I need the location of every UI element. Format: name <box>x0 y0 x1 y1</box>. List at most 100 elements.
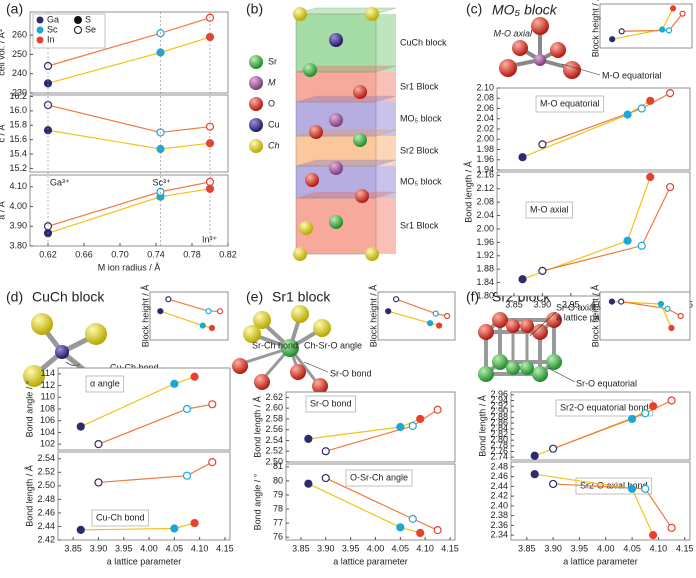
panel-label: (d) <box>6 289 23 305</box>
y-tick-label: 1.98 <box>476 144 494 154</box>
data-point <box>393 296 400 303</box>
structure-block-side <box>376 198 396 254</box>
y-tick-label: 108 <box>40 403 55 413</box>
y-tick-label: 1.92 <box>476 250 494 260</box>
block-label: MO₅ block <box>400 113 442 123</box>
data-point <box>182 471 192 480</box>
x-tick-label: 4.05 <box>623 543 641 553</box>
annotation: Sr2-O equatorial bond <box>560 402 649 412</box>
y-axis-label: Block height / Å <box>590 285 600 348</box>
y-tick-label: 2.80 <box>490 435 508 445</box>
legend-marker <box>74 16 82 24</box>
data-point <box>518 153 527 162</box>
x-tick-label: 0.74 <box>147 249 165 259</box>
data-point <box>649 531 658 540</box>
y-axis-label: Bond length / Å <box>252 396 262 458</box>
atom <box>293 247 307 261</box>
x-tick-label: 3.85 <box>505 299 523 309</box>
atom <box>329 215 343 229</box>
data-point <box>618 28 625 35</box>
data-point <box>94 440 103 449</box>
y-tick-label: 2.44 <box>490 481 508 491</box>
data-point <box>165 296 172 303</box>
annotation: Cu-Ch bond <box>96 512 145 522</box>
data-point <box>170 379 179 388</box>
data-point <box>94 478 103 487</box>
panel-label: (a) <box>6 1 23 17</box>
data-point <box>205 139 215 148</box>
y-tick-label: 106 <box>40 415 55 425</box>
data-point <box>646 172 655 182</box>
y-tick-label: 2.52 <box>265 446 283 456</box>
x-tick-label: 0.70 <box>111 249 129 259</box>
data-point <box>649 402 658 411</box>
y-axis-label: a / Å <box>0 201 6 220</box>
data-point <box>646 96 655 105</box>
data-point <box>216 308 224 315</box>
data-point <box>679 10 686 17</box>
legend-label: Sc <box>47 24 58 34</box>
data-point <box>76 422 85 431</box>
block-label: CuCh block <box>400 37 447 47</box>
atom-legend-label: Sr <box>268 56 277 66</box>
plot-frame <box>377 291 456 341</box>
diagram-label: Cu-Ch bond <box>110 362 159 372</box>
plot-frame <box>599 291 691 341</box>
panel-title: Sr1 block <box>272 289 331 305</box>
x-tick-label: 3.90 <box>90 543 108 553</box>
legend-marker <box>36 26 44 34</box>
atom-legend-marker <box>249 139 263 153</box>
panel-label: (b) <box>246 1 263 17</box>
y-tick-label: 15.6 <box>9 134 27 144</box>
data-point <box>641 484 650 493</box>
legend-label: Ga <box>47 14 59 24</box>
data-point <box>637 104 646 113</box>
y-tick-label: 114 <box>41 368 55 378</box>
data-point <box>623 236 632 245</box>
y-axis-label: Bond angle / ° <box>24 380 34 437</box>
y-tick-label: 2.42 <box>490 491 508 501</box>
x-tick-label: 4.00 <box>597 543 615 553</box>
structure-block-side <box>376 136 396 166</box>
plot-frame <box>599 3 693 49</box>
x-tick-label: 0.78 <box>183 249 201 259</box>
block-label: Sr1 Block <box>400 81 439 91</box>
y-tick-label: 2.82 <box>490 429 508 439</box>
annotation: α angle <box>90 378 120 388</box>
x-axis-label: a lattice parameter <box>563 556 638 566</box>
y-tick-label: 2.10 <box>476 82 494 92</box>
y-tick-label: 110 <box>41 392 55 402</box>
y-tick-label: 2.90 <box>490 406 508 416</box>
y-tick-label: 2.08 <box>476 93 494 103</box>
data-point <box>321 447 330 456</box>
data-point <box>433 405 442 414</box>
data-point <box>304 479 313 488</box>
diagram-label: Sr-O equatorial <box>576 378 637 388</box>
panel-title: CuCh block <box>32 289 105 305</box>
atom-legend-label: Cu <box>268 119 280 129</box>
ion-label: Ga³⁺ <box>50 177 70 187</box>
y-tick-label: 2.56 <box>265 424 283 434</box>
y-tick-label: 2.00 <box>476 134 494 144</box>
plot-frame <box>57 367 231 451</box>
y-tick-label: 1.84 <box>476 277 494 287</box>
panel-label: (c) <box>466 1 482 17</box>
y-tick-label: 2.48 <box>37 494 55 504</box>
data-point <box>608 298 616 305</box>
y-tick-label: 2.46 <box>490 471 508 481</box>
y-tick-label: 79 <box>273 489 283 499</box>
x-tick-label: 4.00 <box>590 299 608 309</box>
legend-marker <box>36 16 44 24</box>
x-tick-label: 0.82 <box>219 249 237 259</box>
data-point <box>443 312 451 320</box>
annotation-box <box>85 375 125 393</box>
atom <box>309 125 323 139</box>
y-tick-label: 2.50 <box>37 480 55 490</box>
data-point <box>667 523 676 532</box>
data-point <box>190 372 199 381</box>
panel-label: (e) <box>246 289 263 305</box>
y-tick-label: 1.96 <box>476 154 494 164</box>
y-axis-label: Bond length / Å <box>477 395 487 457</box>
y-tick-label: 77 <box>273 517 283 527</box>
